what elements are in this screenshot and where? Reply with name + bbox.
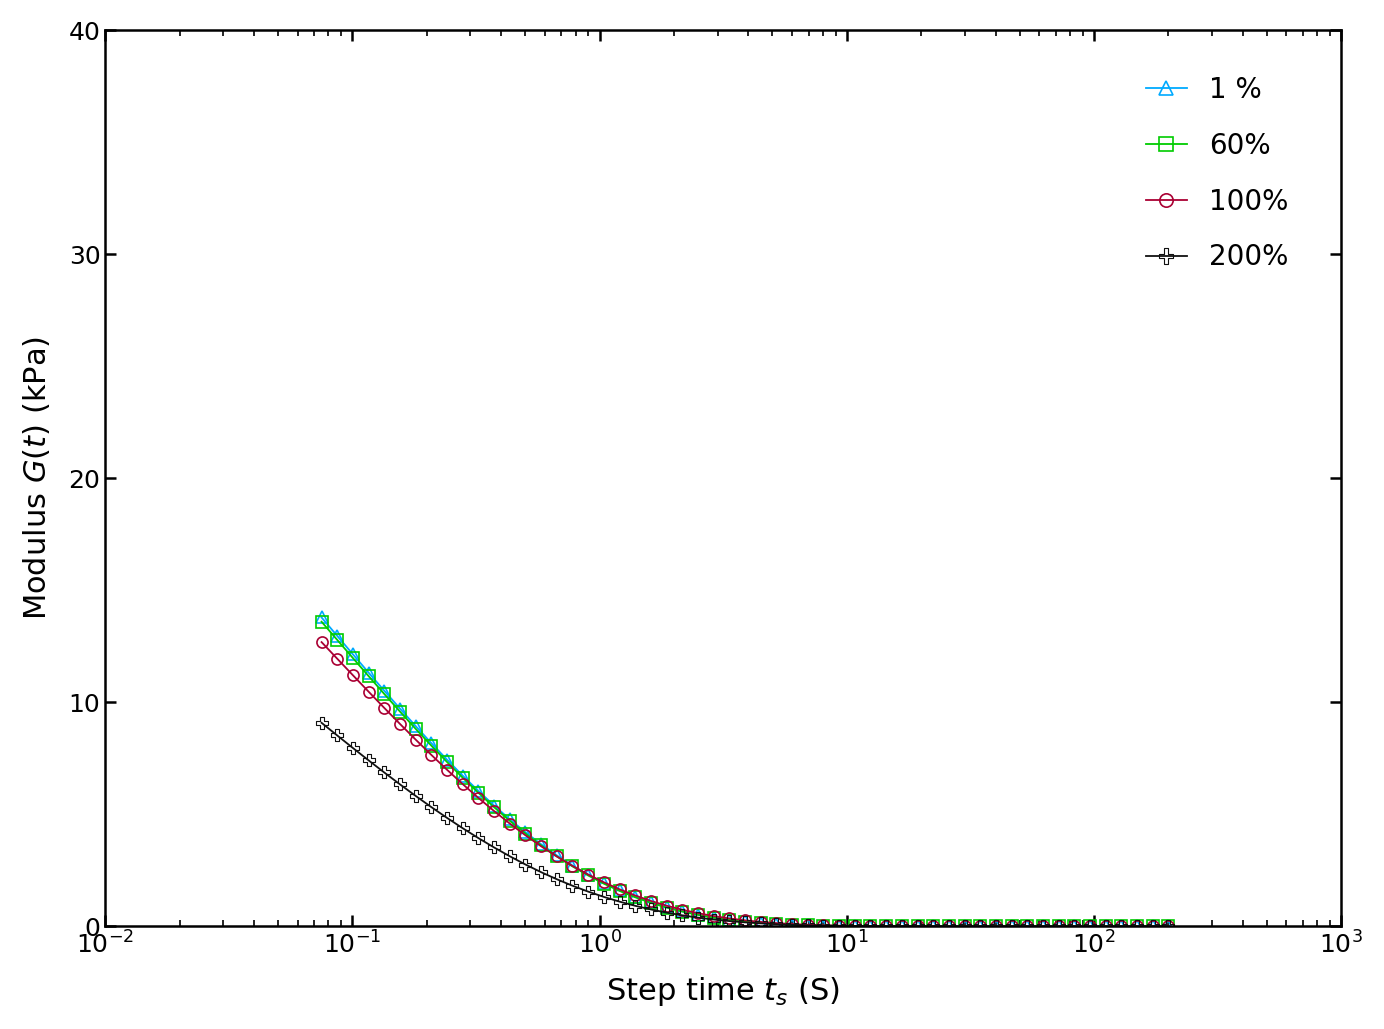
60% <box>313 615 329 628</box>
1 % <box>1066 920 1082 932</box>
1 % <box>1160 920 1176 932</box>
100% <box>518 829 534 842</box>
100% <box>1160 920 1176 932</box>
Line: 1 %: 1 % <box>316 612 1174 932</box>
60% <box>1160 920 1176 932</box>
200% <box>627 899 644 912</box>
200% <box>518 858 534 871</box>
60% <box>407 722 424 735</box>
60% <box>627 891 644 903</box>
Y-axis label: Modulus $\mathit{G}$($\mathit{t}$) (kPa): Modulus $\mathit{G}$($\mathit{t}$) (kPa) <box>21 336 51 620</box>
200% <box>471 831 487 844</box>
Legend: 1 %, 60%, 100%, 200%: 1 %, 60%, 100%, 200% <box>1132 62 1302 285</box>
100% <box>407 734 424 746</box>
100% <box>1145 920 1161 932</box>
1 % <box>471 785 487 797</box>
200% <box>1160 920 1176 932</box>
100% <box>1066 920 1082 932</box>
200% <box>313 716 329 729</box>
1 % <box>518 826 534 839</box>
1 % <box>313 611 329 624</box>
60% <box>518 827 534 840</box>
200% <box>1145 920 1161 932</box>
Line: 200%: 200% <box>316 716 1175 932</box>
60% <box>471 786 487 799</box>
200% <box>407 789 424 802</box>
Line: 60%: 60% <box>316 616 1174 932</box>
60% <box>1145 920 1161 932</box>
X-axis label: Step time $\mathit{t_s}$ (S): Step time $\mathit{t_s}$ (S) <box>606 975 840 1008</box>
60% <box>1066 920 1082 932</box>
100% <box>627 889 644 901</box>
1 % <box>627 891 644 903</box>
100% <box>471 791 487 804</box>
1 % <box>1145 920 1161 932</box>
Line: 100%: 100% <box>316 637 1174 932</box>
1 % <box>407 720 424 733</box>
100% <box>313 636 329 648</box>
200% <box>1066 920 1082 932</box>
